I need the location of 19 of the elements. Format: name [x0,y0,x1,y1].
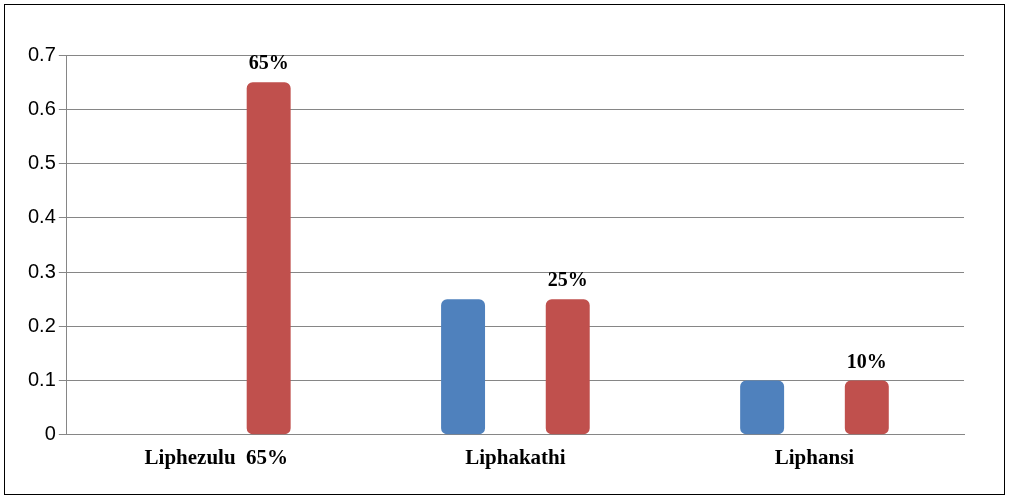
y-tick-label: 0.5 [27,151,56,174]
y-tick-label: 0.1 [27,368,56,391]
x-tick-label: Liphansi [774,444,855,469]
bar [740,380,785,435]
y-tick-label: 0.6 [27,96,56,119]
bar [441,299,486,435]
y-tick-label: 0.4 [27,205,56,228]
data-label: 10% [846,349,887,372]
x-tick-label: Liphezulu 65% [144,444,289,469]
data-label: 65% [248,51,289,74]
y-tick-label: 0.3 [27,259,56,282]
data-label: 25% [547,268,588,291]
bar [545,299,590,435]
bar [246,82,291,435]
x-tick-label: Liphakathi [465,444,566,469]
y-tick-label: 0 [44,422,56,445]
y-tick-label: 0.7 [27,42,56,65]
bar [844,380,889,435]
y-tick-label: 0.2 [27,313,56,336]
